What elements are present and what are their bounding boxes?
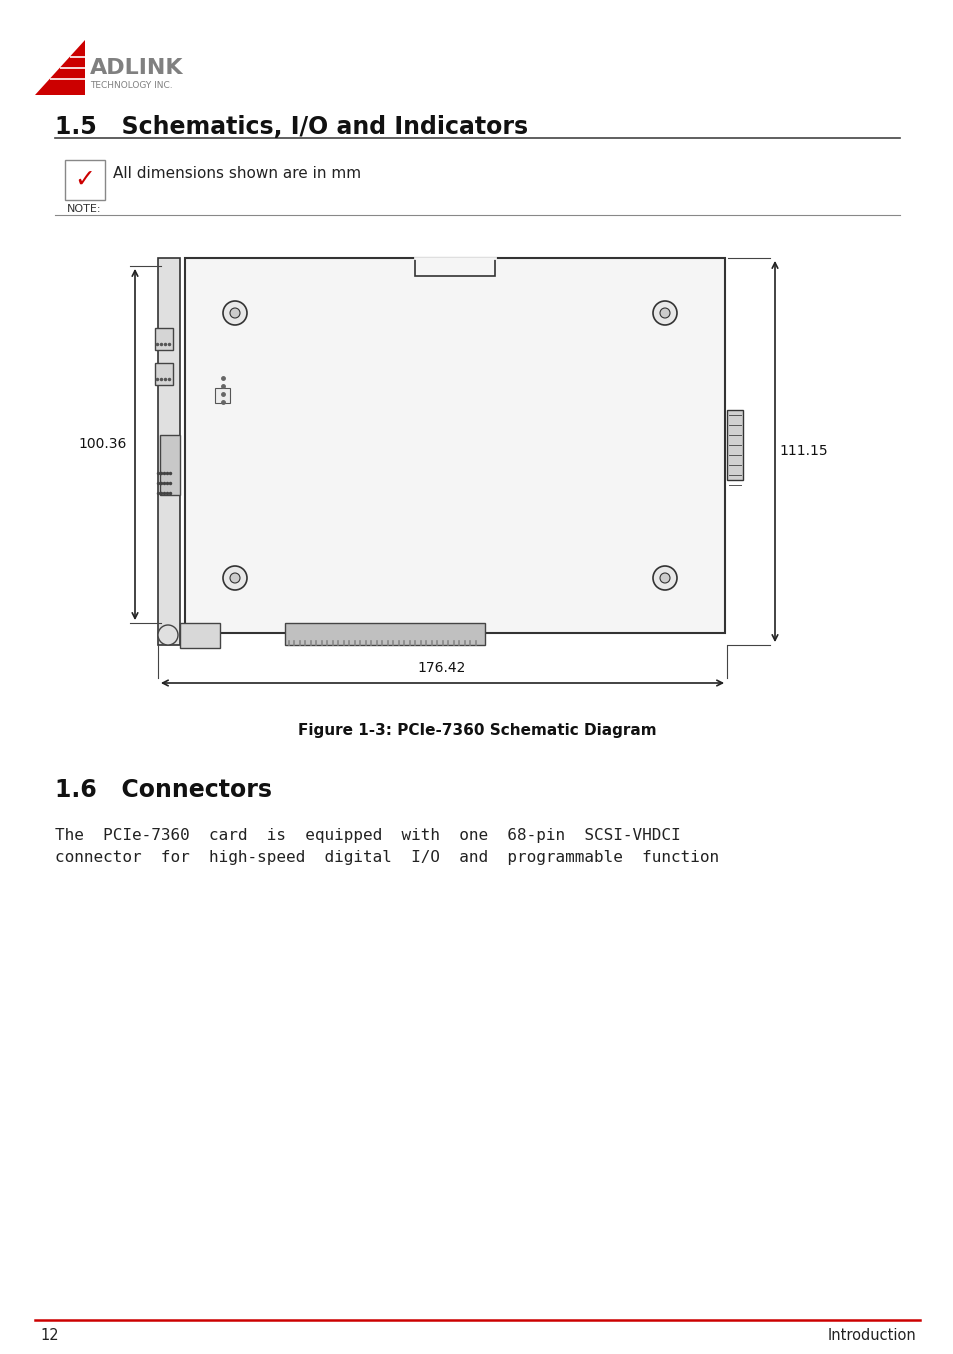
Circle shape (652, 566, 677, 590)
Text: 1.5   Schematics, I/O and Indicators: 1.5 Schematics, I/O and Indicators (55, 115, 528, 139)
Circle shape (230, 573, 240, 584)
Text: NOTE:: NOTE: (67, 204, 101, 214)
Circle shape (223, 301, 247, 325)
Bar (285, 623, 484, 645)
Text: 12: 12 (40, 1328, 58, 1343)
Bar (158, 259, 180, 645)
Polygon shape (35, 41, 85, 95)
Text: ADLINK: ADLINK (90, 58, 183, 79)
Circle shape (659, 573, 669, 584)
Text: The  PCIe-7360  card  is  equipped  with  one  68-pin  SCSI-VHDCI: The PCIe-7360 card is equipped with one … (55, 829, 679, 844)
Text: 100.36: 100.36 (78, 437, 127, 451)
Text: All dimensions shown are in mm: All dimensions shown are in mm (112, 167, 361, 181)
Text: connector  for  high-speed  digital  I/O  and  programmable  function: connector for high-speed digital I/O and… (55, 850, 719, 865)
Bar (415, 259, 495, 276)
Bar (185, 259, 724, 634)
Text: ✓: ✓ (74, 168, 95, 192)
Circle shape (158, 626, 178, 645)
Text: 176.42: 176.42 (417, 661, 466, 676)
Text: 111.15: 111.15 (779, 444, 827, 458)
Bar (160, 435, 180, 496)
Text: Figure 1-3: PCIe-7360 Schematic Diagram: Figure 1-3: PCIe-7360 Schematic Diagram (297, 723, 656, 738)
Text: TECHNOLOGY INC.: TECHNOLOGY INC. (90, 80, 172, 89)
Circle shape (652, 301, 677, 325)
Bar (726, 410, 742, 481)
Circle shape (659, 307, 669, 318)
Text: 1.6   Connectors: 1.6 Connectors (55, 779, 272, 802)
Bar (180, 623, 220, 649)
Circle shape (223, 566, 247, 590)
Bar (214, 389, 230, 403)
Bar (154, 328, 172, 349)
Circle shape (230, 307, 240, 318)
Bar (65, 160, 105, 200)
Bar (154, 363, 172, 385)
Text: Introduction: Introduction (826, 1328, 915, 1343)
